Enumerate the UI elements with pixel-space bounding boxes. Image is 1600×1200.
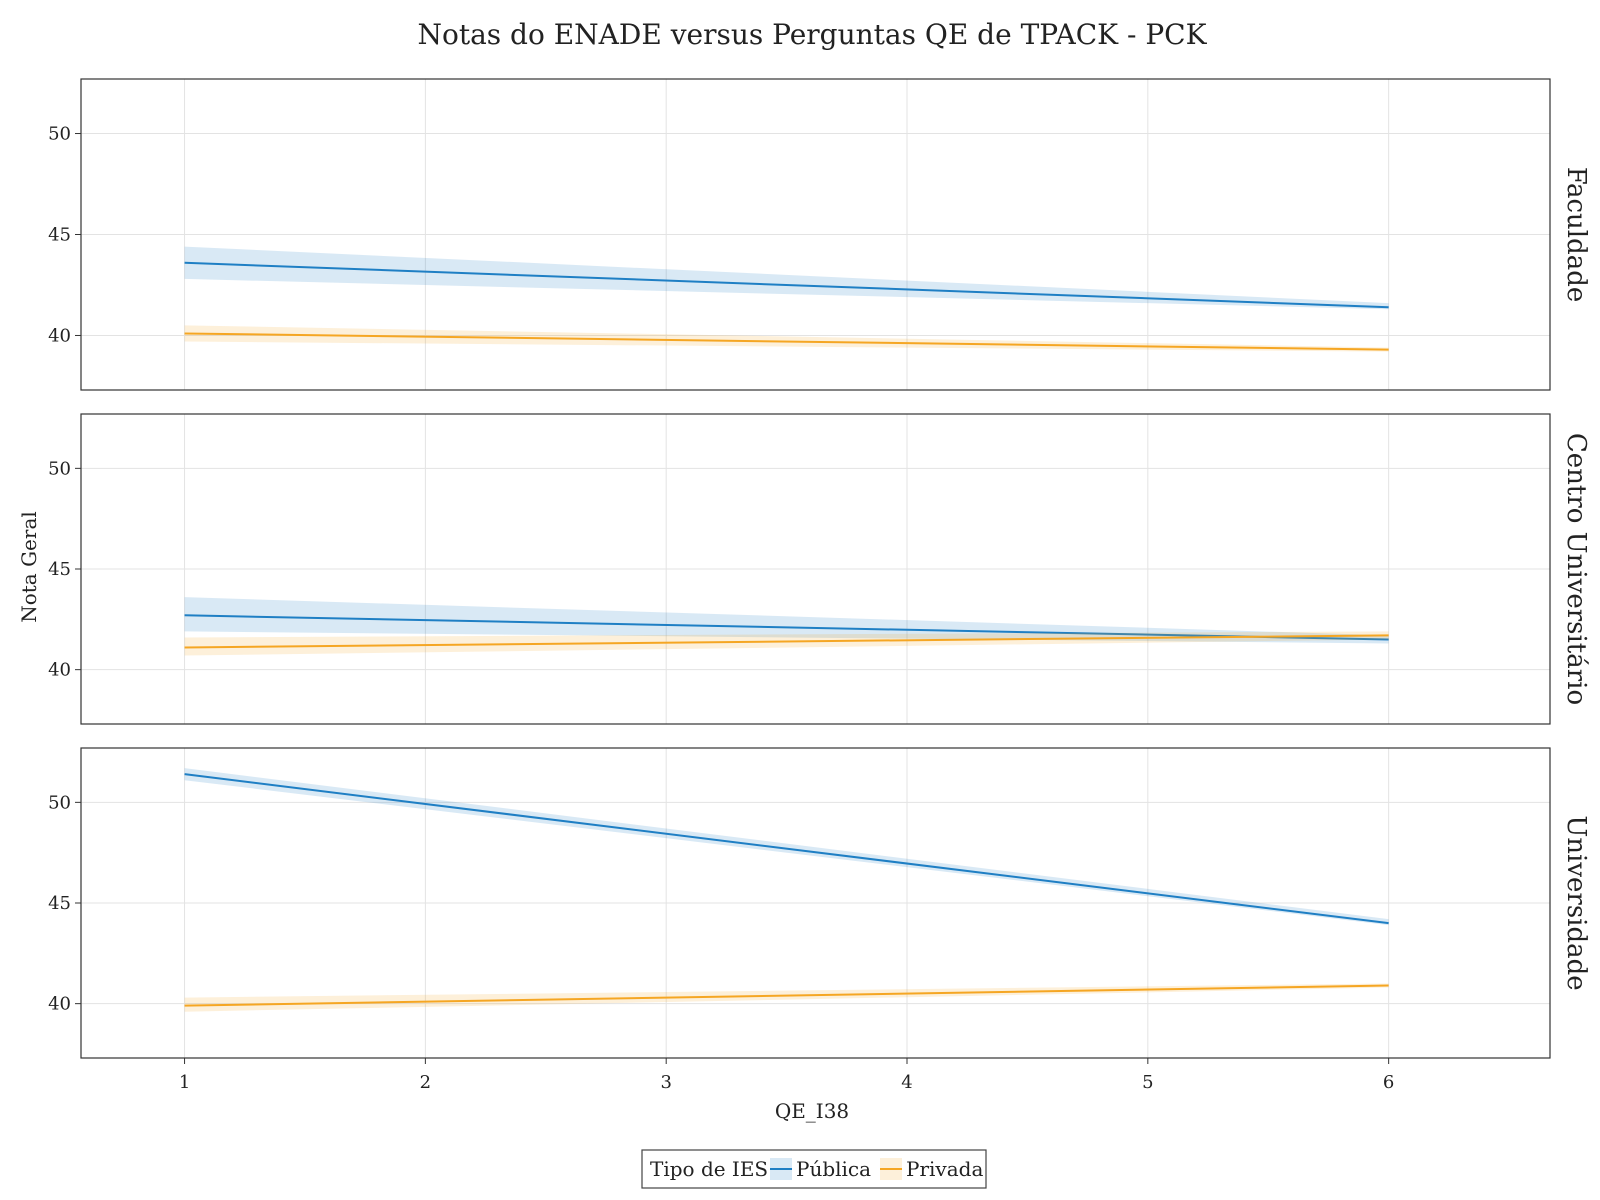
confidence-band-pública (184, 246, 1389, 310)
confidence-band-privada (184, 631, 1389, 656)
y-tick-label: 40 (48, 325, 71, 346)
panel-frame (80, 78, 1551, 391)
series-line-privada (184, 984, 1389, 1007)
y-tick-label: 40 (48, 994, 71, 1015)
facet-label: Universidade (1561, 815, 1591, 990)
panel-frame (80, 413, 1551, 725)
y-tick-label: 50 (48, 792, 71, 813)
facet-label: Centro Universitário (1561, 433, 1591, 705)
panel-frame (80, 747, 1551, 1059)
y-tick-label: 50 (48, 458, 71, 479)
facet-panel-2: 40 45 50 Universidade (48, 747, 1591, 1059)
x-tick-label: 1 (179, 1072, 190, 1093)
series-line-privada (184, 332, 1389, 351)
series-line-pública (184, 773, 1389, 925)
x-axis-label: QE_I38 (775, 1099, 849, 1123)
series-line-pública (184, 261, 1389, 309)
x-tick-label: 6 (1383, 1072, 1394, 1093)
series-line-privada (184, 634, 1389, 649)
legend-title: Tipo de IES (650, 1157, 768, 1181)
y-tick-label: 45 (48, 559, 71, 580)
y-tick-label: 50 (48, 124, 71, 145)
legend-box (641, 1149, 987, 1189)
confidence-band-pública (184, 597, 1389, 644)
facet-panel-1: 40 45 50 Centro Universitário (48, 413, 1591, 725)
x-tick-label: 3 (660, 1072, 671, 1093)
facet-panels: 40 45 50 Faculdade 40 45 50 Centro Universitári… (48, 78, 1591, 1059)
chart-title: Notas do ENADE versus Perguntas QE de TP… (417, 18, 1207, 51)
legend-entry-privada: Privada (906, 1157, 983, 1181)
legend-entry-pública: Pública (796, 1157, 871, 1181)
y-tick-label: 45 (48, 225, 71, 246)
facet-label: Faculdade (1561, 167, 1591, 303)
y-axis-label: Nota Geral (17, 511, 41, 623)
x-axis: 1 2 3 4 5 6 (179, 1058, 1394, 1093)
legend: Tipo de IES Pública Privada (641, 1149, 987, 1189)
x-tick-label: 5 (1142, 1072, 1153, 1093)
series-line-pública (184, 614, 1389, 641)
y-tick-label: 45 (48, 893, 71, 914)
y-tick-label: 40 (48, 660, 71, 681)
x-tick-label: 4 (901, 1072, 912, 1093)
x-tick-label: 2 (420, 1072, 431, 1093)
facet-panel-0: 40 45 50 Faculdade (48, 78, 1591, 391)
